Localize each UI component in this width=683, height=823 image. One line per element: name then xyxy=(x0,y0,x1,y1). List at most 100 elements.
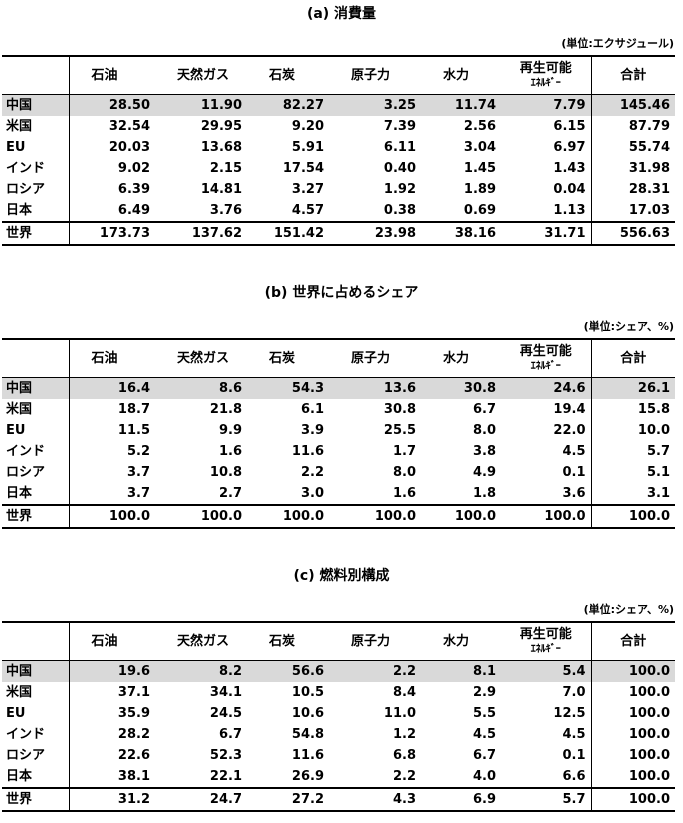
row-label: 日本 xyxy=(2,766,70,788)
cell-coal: 9.20 xyxy=(291,119,324,134)
cell-oil: 6.49 xyxy=(117,203,150,218)
cell-hydro: 6.7 xyxy=(472,748,496,763)
cell-oil: 173.73 xyxy=(69,221,155,246)
cell-gas: 24.5 xyxy=(209,706,242,721)
cell-total: 15.8 xyxy=(590,399,675,420)
row-label: EU xyxy=(2,137,70,158)
cell-hydro: 8.1 xyxy=(421,660,501,682)
cell-gas: 22.1 xyxy=(209,769,242,784)
col-header-renewables-line1: 再生可能 xyxy=(519,343,572,359)
cell-coal: 56.6 xyxy=(247,660,329,682)
col-header-nuclear: 原子力 xyxy=(329,55,421,95)
cell-hydro: 11.74 xyxy=(421,94,501,116)
cell-renewables: 12.5 xyxy=(501,703,592,724)
row-label: 世界 xyxy=(2,504,70,529)
cell-gas: 8.6 xyxy=(155,377,247,399)
cell-total: 100.0 xyxy=(590,766,675,788)
cell-renewables: 7.79 xyxy=(501,94,592,116)
cell-total: 28.31 xyxy=(590,179,675,200)
cell-renewables: 0.1 xyxy=(501,462,592,483)
row-china: 中国 28.50 11.90 82.27 3.25 11.74 7.79 145.46 xyxy=(2,94,675,116)
cell-nuclear: 8.4 xyxy=(392,685,416,700)
cell-renewables: 5.7 xyxy=(501,787,592,812)
data-table: 石油 天然ガス 石炭 原子力 水力 再生可能 ｴﾈﾙｷﾞｰ 合計 中国 19.6 8.… xyxy=(2,621,675,812)
cell-renewables: 6.97 xyxy=(501,137,592,158)
cell-nuclear: 23.98 xyxy=(329,221,421,246)
cell-total: 100.0 xyxy=(590,504,675,529)
cell-gas: 100.0 xyxy=(155,504,247,529)
row-label: 世界 xyxy=(2,787,70,812)
cell-oil: 3.7 xyxy=(126,486,150,501)
cell-coal: 5.91 xyxy=(291,140,324,155)
cell-renewables: 6.6 xyxy=(501,766,592,788)
row-usa: 米国 32.54 29.95 9.20 7.39 2.56 6.15 87.79 xyxy=(2,116,675,137)
cell-oil: 6.39 xyxy=(117,182,150,197)
cell-oil: 37.1 xyxy=(117,685,150,700)
cell-coal: 11.6 xyxy=(291,748,324,763)
cell-total: 87.79 xyxy=(590,116,675,137)
cell-nuclear: 0.40 xyxy=(383,161,416,176)
cell-total: 556.63 xyxy=(590,221,675,246)
cell-nuclear: 100.0 xyxy=(329,504,421,529)
cell-renewables: 100.0 xyxy=(501,504,592,529)
cell-nuclear: 1.92 xyxy=(383,182,416,197)
col-header-renewables-line2: ｴﾈﾙｷﾞｰ xyxy=(530,643,561,655)
table-title: (c) 燃料別構成 xyxy=(293,568,390,584)
cell-gas: 52.3 xyxy=(209,748,242,763)
row-russia: ロシア 3.7 10.8 2.2 8.0 4.9 0.1 5.1 xyxy=(2,462,675,483)
cell-nuclear: 7.39 xyxy=(383,119,416,134)
cell-nuclear: 1.7 xyxy=(392,444,416,459)
row-label: 日本 xyxy=(2,200,70,222)
cell-hydro: 100.0 xyxy=(421,504,501,529)
cell-coal: 10.5 xyxy=(291,685,324,700)
cell-gas: 1.6 xyxy=(218,444,242,459)
cell-total: 5.1 xyxy=(590,462,675,483)
col-header-renewables-line2: ｴﾈﾙｷﾞｰ xyxy=(530,77,561,89)
cell-total: 145.46 xyxy=(590,94,675,116)
col-header-total: 合計 xyxy=(590,338,675,378)
unit-note: (単位:シェア、%) xyxy=(583,603,674,616)
cell-renewables: 6.15 xyxy=(501,116,592,137)
col-header-renewables-line2: ｴﾈﾙｷﾞｰ xyxy=(530,360,561,372)
cell-oil: 3.7 xyxy=(126,465,150,480)
col-header-hydro: 水力 xyxy=(421,55,501,95)
data-table: 石油 天然ガス 石炭 原子力 水力 再生可能 ｴﾈﾙｷﾞｰ 合計 中国 28.50 1… xyxy=(2,55,675,246)
table-title: (a) 消費量 xyxy=(306,6,377,22)
row-china: 中国 16.4 8.6 54.3 13.6 30.8 24.6 26.1 xyxy=(2,377,675,399)
cell-hydro: 30.8 xyxy=(421,377,501,399)
cell-coal: 82.27 xyxy=(247,94,329,116)
row-eu: EU 20.03 13.68 5.91 6.11 3.04 6.97 55.74 xyxy=(2,137,675,158)
cell-gas: 9.9 xyxy=(218,423,242,438)
col-header-renewables-line1: 再生可能 xyxy=(519,60,572,76)
row-label: 中国 xyxy=(2,660,70,682)
cell-coal: 2.2 xyxy=(300,465,324,480)
cell-gas: 34.1 xyxy=(209,685,242,700)
cell-hydro: 6.9 xyxy=(421,787,501,812)
cell-coal: 6.1 xyxy=(300,402,324,417)
corner-cell xyxy=(2,338,70,378)
col-header-gas: 天然ガス xyxy=(155,621,247,661)
cell-total: 100.0 xyxy=(590,787,675,812)
cell-nuclear: 30.8 xyxy=(383,402,416,417)
cell-coal: 100.0 xyxy=(247,504,329,529)
cell-hydro: 6.7 xyxy=(472,402,496,417)
row-japan: 日本 6.49 3.76 4.57 0.38 0.69 1.13 17.03 xyxy=(2,200,675,222)
row-eu: EU 35.9 24.5 10.6 11.0 5.5 12.5 100.0 xyxy=(2,703,675,724)
cell-oil: 35.9 xyxy=(117,706,150,721)
row-japan: 日本 38.1 22.1 26.9 2.2 4.0 6.6 100.0 xyxy=(2,766,675,788)
row-label: 中国 xyxy=(2,94,70,116)
col-header-oil: 石油 xyxy=(69,55,155,95)
col-header-gas: 天然ガス xyxy=(155,338,247,378)
cell-oil: 20.03 xyxy=(108,140,150,155)
unit-note: (単位:エクサジュール) xyxy=(561,37,674,50)
cell-nuclear: 2.2 xyxy=(392,769,416,784)
row-world: 世界 100.0 100.0 100.0 100.0 100.0 100.0 100.0 xyxy=(2,504,675,529)
row-label: 米国 xyxy=(2,682,70,703)
row-label: EU xyxy=(2,420,70,441)
cell-nuclear: 25.5 xyxy=(383,423,416,438)
cell-oil: 9.02 xyxy=(117,161,150,176)
cell-coal: 11.6 xyxy=(291,444,324,459)
cell-gas: 2.7 xyxy=(218,486,242,501)
cell-total: 5.7 xyxy=(590,441,675,462)
cell-coal: 3.0 xyxy=(300,486,324,501)
